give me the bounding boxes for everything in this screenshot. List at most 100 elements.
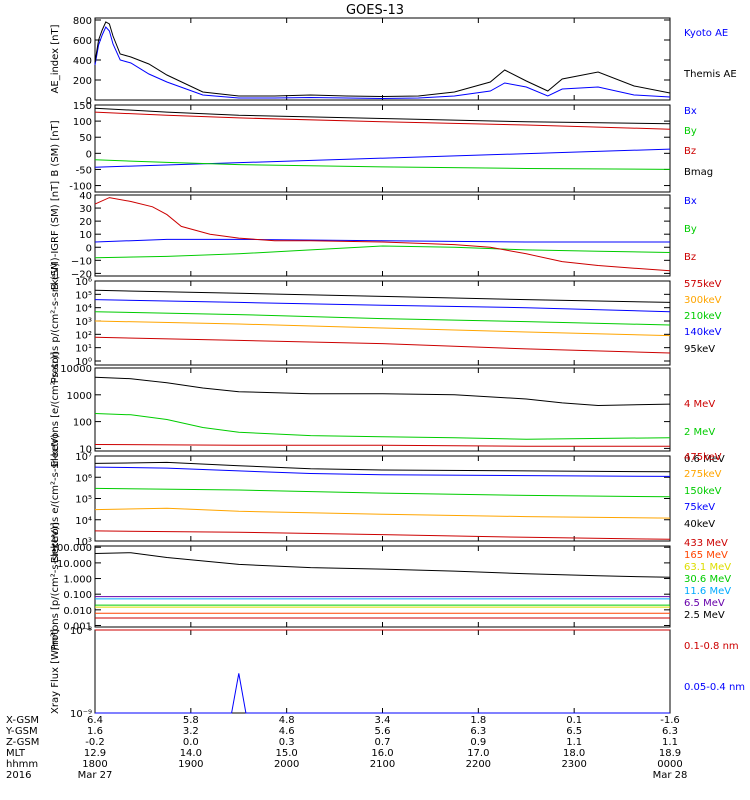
y-tick-label: −10 xyxy=(71,256,92,267)
series-300kev xyxy=(94,320,671,337)
legend-150kev: 150keV xyxy=(684,486,722,497)
x-tick-label: 18.9 xyxy=(659,748,681,759)
y-tick-label: 1000 xyxy=(67,391,92,402)
y-tick-label: 10.000 xyxy=(57,559,92,570)
y-tick-label: 800 xyxy=(73,16,92,27)
y-tick-label: 10³ xyxy=(75,537,92,548)
x-tick-label: 1.1 xyxy=(566,737,582,748)
y-tick-label: 0.100 xyxy=(63,590,92,601)
panel-2: −20 −10 0 10 20 30 40 B (SM)-IGRF (SM) [nT] Bx By… xyxy=(50,181,697,290)
x-tick-label: 6.3 xyxy=(470,726,486,737)
y-axis-label: AE_index [nT] xyxy=(50,24,61,93)
series-40kev xyxy=(94,461,671,473)
y-tick-label: 10³ xyxy=(75,317,92,328)
series-575kev xyxy=(94,336,671,354)
y-tick-label: 0 xyxy=(86,243,92,254)
series-475kev xyxy=(94,530,671,540)
x-tick-label: 15.0 xyxy=(276,748,298,759)
legend-30-6-mev: 30.6 MeV xyxy=(684,574,731,585)
y-tick-label: 0 xyxy=(86,96,92,107)
series-bz xyxy=(94,111,671,130)
x-tick-label: 0000 xyxy=(657,759,682,770)
legend-75kev: 75keV xyxy=(684,502,715,513)
series-140kev xyxy=(94,299,671,313)
y-tick-label: 10 xyxy=(79,230,92,241)
x-row-label: Z-GSM xyxy=(6,737,39,748)
panel-7: 10⁻⁹ 10⁻⁸ Xray Flux [W/m²] 0.1-0.8 nm 0.05-0… xyxy=(50,626,745,720)
series-2-5-mev xyxy=(94,552,671,578)
legend-95kev: 95keV xyxy=(684,344,715,355)
legend-0-6-mev: 0.6 MeV xyxy=(684,454,725,465)
y-axis-label: B (SM) [nT] xyxy=(50,120,61,176)
legend-0-1-0-8-nm: 0.1-0.8 nm xyxy=(684,641,739,652)
legend-themis-ae: Themis AE xyxy=(683,69,737,80)
y-tick-label: 10⁴ xyxy=(75,304,92,315)
y-tick-label: 10² xyxy=(75,330,92,341)
y-tick-label: 10⁰ xyxy=(75,357,92,368)
x-tick-label: 0.0 xyxy=(183,737,199,748)
x-tick-label: Mar 27 xyxy=(78,770,113,781)
y-tick-label: 10000 xyxy=(60,364,92,375)
legend-275kev: 275keV xyxy=(684,469,722,480)
y-tick-label: 10⁵ xyxy=(75,495,92,506)
x-tick-label: 17.0 xyxy=(467,748,489,759)
y-tick-label: 400 xyxy=(73,56,92,67)
y-tick-label: 0 xyxy=(86,149,92,160)
y-tick-label: 10⁷ xyxy=(75,452,92,463)
legend-165-mev: 165 MeV xyxy=(684,550,728,561)
legend-300kev: 300keV xyxy=(684,295,722,306)
y-tick-label: 100.000 xyxy=(51,543,92,554)
series-150kev xyxy=(94,487,671,498)
y-axis-label: Protons p/(cm²-s-sr-keV) xyxy=(50,263,61,384)
x-tick-label: 0.1 xyxy=(566,715,582,726)
y-tick-label: 100 xyxy=(73,117,92,128)
x-row-label: X-GSM xyxy=(6,715,39,726)
x-tick-label: 1800 xyxy=(82,759,107,770)
legend-kyoto-ae: Kyoto AE xyxy=(684,28,728,39)
legend-bx: Bx xyxy=(684,106,697,117)
x-row-label: Y-GSM xyxy=(5,726,38,737)
x-row-label: 2016 xyxy=(6,770,31,781)
y-tick-label: 10⁻⁸ xyxy=(70,626,92,637)
series-275kev xyxy=(94,507,671,519)
x-tick-label: 5.6 xyxy=(375,726,391,737)
y-tick-label: 10⁵ xyxy=(75,290,92,301)
y-tick-label: 150 xyxy=(73,101,92,112)
x-tick-label: 5.8 xyxy=(183,715,199,726)
series-2-mev xyxy=(94,413,671,440)
y-tick-label: 200 xyxy=(73,76,92,87)
y-tick-label: 40 xyxy=(79,191,92,202)
x-tick-label: 16.0 xyxy=(371,748,393,759)
y-tick-label: 20 xyxy=(79,217,92,228)
legend-575kev: 575keV xyxy=(684,279,722,290)
x-tick-label: -0.2 xyxy=(85,737,105,748)
y-tick-label: 30 xyxy=(79,204,92,215)
y-tick-label: 50 xyxy=(79,133,92,144)
y-tick-label: 10 xyxy=(79,444,92,455)
x-tick-label: 6.5 xyxy=(566,726,582,737)
panel-1: -100 -50 0 50 100 150 B (SM) [nT] Bx By Bz Bmag xyxy=(50,101,713,193)
y-tick-label: 10⁶ xyxy=(75,277,92,288)
x-tick-label: 2200 xyxy=(466,759,491,770)
legend-0-05-0-4-nm: 0.05-0.4 nm xyxy=(684,682,745,693)
x-row-label: hhmm xyxy=(6,759,38,770)
y-axis-label: Protons [p/(cm²-s-sr-keV)] xyxy=(50,522,61,650)
y-tick-label: 1.000 xyxy=(63,575,92,586)
y-tick-label: 0.001 xyxy=(63,621,92,632)
x-tick-label: 3.2 xyxy=(183,726,199,737)
x-tick-label: 2300 xyxy=(561,759,586,770)
y-axis-label: B (SM)-IGRF (SM) [nT] xyxy=(50,181,61,290)
legend-bz: Bz xyxy=(684,146,696,157)
y-tick-label: 10⁶ xyxy=(75,473,92,484)
legend-by: By xyxy=(684,224,697,235)
y-tick-label: -100 xyxy=(69,182,92,193)
x-tick-label: 2100 xyxy=(370,759,395,770)
legend-11-6-mev: 11.6 MeV xyxy=(684,586,731,597)
x-row-label: MLT xyxy=(6,748,26,759)
y-tick-label: 0.010 xyxy=(63,606,92,617)
x-tick-label: -1.6 xyxy=(660,715,680,726)
y-tick-label: 10¹ xyxy=(75,344,92,355)
